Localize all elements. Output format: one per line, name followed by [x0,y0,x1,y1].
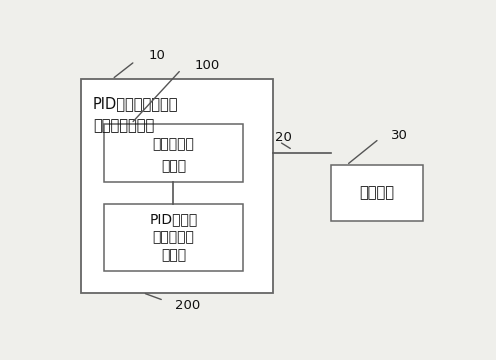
Text: 自整定扩展模块: 自整定扩展模块 [93,118,154,133]
Text: 100: 100 [194,59,220,72]
Bar [331,165,424,221]
Text: 10: 10 [148,49,165,62]
Bar [104,204,243,270]
Text: PID控制器及其参数: PID控制器及其参数 [93,96,178,111]
Text: 集单元: 集单元 [161,159,186,174]
Bar [104,123,243,182]
Text: 温度信号采: 温度信号采 [153,138,194,151]
Text: 定单元: 定单元 [161,248,186,262]
Text: 其参数自整: 其参数自整 [153,230,194,244]
Text: 总控制器: 总控制器 [360,185,395,201]
Text: 200: 200 [176,299,201,312]
Bar [81,79,273,293]
Text: 20: 20 [275,131,292,144]
Text: 30: 30 [391,129,408,142]
Text: PID控制及: PID控制及 [149,212,197,226]
